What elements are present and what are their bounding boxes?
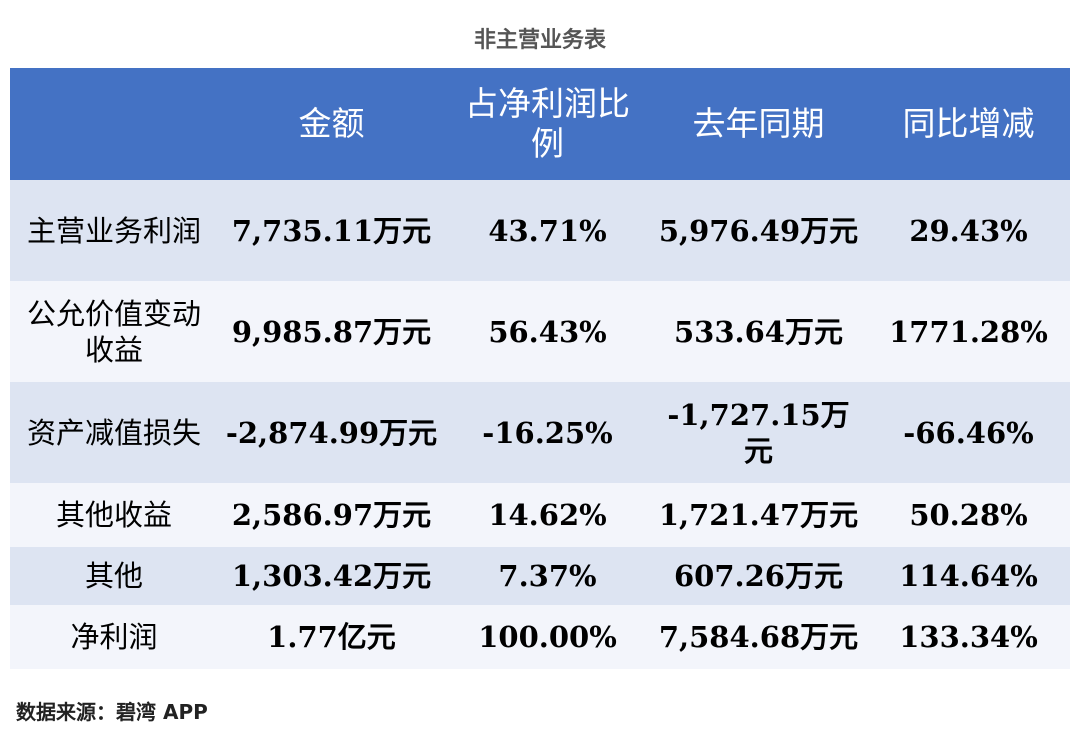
table-row: 资产减值损失 -2,874.99万元 -16.25% -1,727.15万元 -… <box>10 382 1070 483</box>
header-cell-net-profit-ratio: 占净利润比例 <box>445 68 650 180</box>
yoy-cell: 29.43% <box>867 180 1070 281</box>
amount-cell: 9,985.87万元 <box>218 281 445 382</box>
ratio-cell: 100.00% <box>445 605 650 669</box>
last-year-cell: 1,721.47万元 <box>650 483 867 547</box>
yoy-cell: -66.46% <box>867 382 1070 483</box>
ratio-cell: 7.37% <box>445 547 650 605</box>
table-row: 净利润 1.77亿元 100.00% 7,584.68万元 133.34% <box>10 605 1070 669</box>
table-row: 其他收益 2,586.97万元 14.62% 1,721.47万元 50.28% <box>10 483 1070 547</box>
last-year-cell: 607.26万元 <box>650 547 867 605</box>
amount-cell: 2,586.97万元 <box>218 483 445 547</box>
header-cell-amount: 金额 <box>218 68 445 180</box>
row-label: 净利润 <box>10 605 218 669</box>
amount-cell: 1.77亿元 <box>218 605 445 669</box>
header-cell-yoy-change: 同比增减 <box>867 68 1070 180</box>
table-row: 其他 1,303.42万元 7.37% 607.26万元 114.64% <box>10 547 1070 605</box>
data-table: 金额 占净利润比例 去年同期 同比增减 主营业务利润 7,735.11万元 43… <box>10 68 1070 669</box>
table-header-row: 金额 占净利润比例 去年同期 同比增减 <box>10 68 1070 180</box>
amount-cell: 7,735.11万元 <box>218 180 445 281</box>
ratio-cell: 56.43% <box>445 281 650 382</box>
data-source-note: 数据来源：碧湾 APP <box>16 700 208 724</box>
amount-cell: 1,303.42万元 <box>218 547 445 605</box>
last-year-cell: 7,584.68万元 <box>650 605 867 669</box>
ratio-cell: -16.25% <box>445 382 650 483</box>
amount-cell: -2,874.99万元 <box>218 382 445 483</box>
page-title: 非主营业务表 <box>473 28 606 53</box>
yoy-cell: 50.28% <box>867 483 1070 547</box>
row-label: 其他收益 <box>10 483 218 547</box>
ratio-cell: 43.71% <box>445 180 650 281</box>
row-label: 其他 <box>10 547 218 605</box>
non-core-business-table: 金额 占净利润比例 去年同期 同比增减 主营业务利润 7,735.11万元 43… <box>10 68 1070 669</box>
row-label: 主营业务利润 <box>10 180 218 281</box>
header-cell-blank <box>10 68 218 180</box>
ratio-cell: 14.62% <box>445 483 650 547</box>
yoy-cell: 114.64% <box>867 547 1070 605</box>
last-year-cell: -1,727.15万元 <box>650 382 867 483</box>
yoy-cell: 133.34% <box>867 605 1070 669</box>
last-year-cell: 533.64万元 <box>650 281 867 382</box>
header-cell-same-period-last-year: 去年同期 <box>650 68 867 180</box>
row-label: 资产减值损失 <box>10 382 218 483</box>
row-label: 公允价值变动收益 <box>10 281 218 382</box>
table-row: 公允价值变动收益 9,985.87万元 56.43% 533.64万元 1771… <box>10 281 1070 382</box>
table-row: 主营业务利润 7,735.11万元 43.71% 5,976.49万元 29.4… <box>10 180 1070 281</box>
yoy-cell: 1771.28% <box>867 281 1070 382</box>
last-year-cell: 5,976.49万元 <box>650 180 867 281</box>
